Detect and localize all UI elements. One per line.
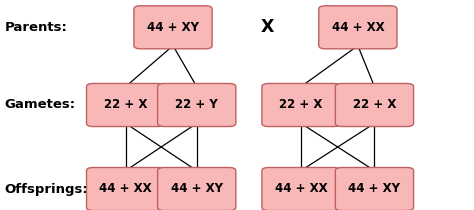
Text: X: X xyxy=(261,18,274,36)
Text: 44 + XX: 44 + XX xyxy=(99,182,152,196)
Text: 44 + XY: 44 + XY xyxy=(348,182,401,196)
FancyBboxPatch shape xyxy=(86,84,165,126)
Text: 44 + XY: 44 + XY xyxy=(147,21,199,34)
Text: 22 + X: 22 + X xyxy=(279,98,323,112)
FancyBboxPatch shape xyxy=(157,168,236,210)
Text: 44 + XX: 44 + XX xyxy=(331,21,384,34)
FancyBboxPatch shape xyxy=(86,168,165,210)
Text: 22 + X: 22 + X xyxy=(104,98,147,112)
Text: 44 + XX: 44 + XX xyxy=(274,182,328,196)
FancyBboxPatch shape xyxy=(262,168,340,210)
FancyBboxPatch shape xyxy=(336,168,413,210)
Text: 22 + X: 22 + X xyxy=(353,98,396,112)
Text: Offsprings:: Offsprings: xyxy=(5,182,89,196)
Text: Gametes:: Gametes: xyxy=(5,98,76,112)
Text: Parents:: Parents: xyxy=(5,21,68,34)
FancyBboxPatch shape xyxy=(134,6,212,49)
FancyBboxPatch shape xyxy=(319,6,397,49)
Text: 44 + XY: 44 + XY xyxy=(171,182,223,196)
FancyBboxPatch shape xyxy=(262,84,340,126)
Text: 22 + Y: 22 + Y xyxy=(175,98,218,112)
FancyBboxPatch shape xyxy=(157,84,236,126)
FancyBboxPatch shape xyxy=(336,84,413,126)
